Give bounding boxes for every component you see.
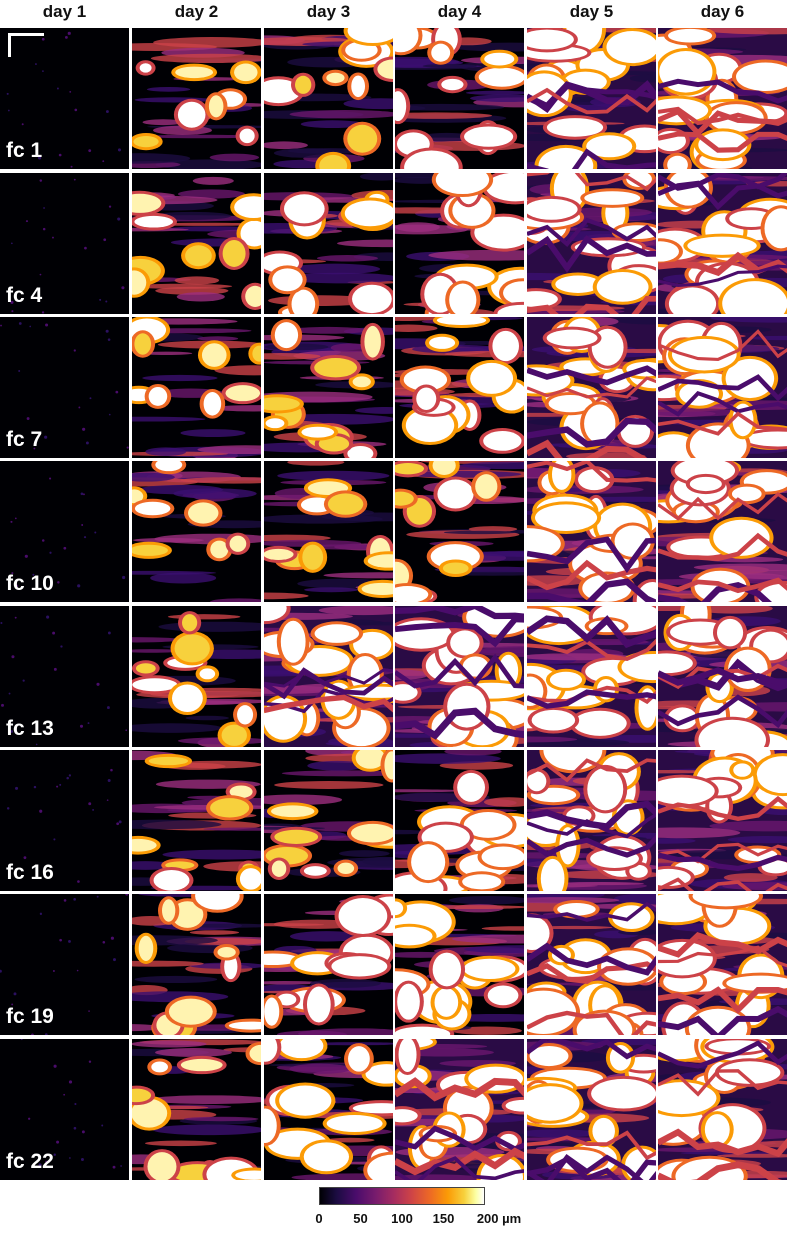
- image-panel-fc13-day6: [658, 606, 787, 747]
- image-panel-fc19-day6: [658, 894, 787, 1035]
- image-panel-fc10-day3: [264, 461, 393, 602]
- day-header-1: day 1: [42, 2, 87, 21]
- colorbar-tick-0: 0: [315, 1211, 323, 1226]
- image-panel-fc13-day3: [264, 606, 393, 747]
- image-panel-fc4-day5: [527, 173, 656, 314]
- row-label-fc10: fc 10: [6, 572, 54, 595]
- image-panel-fc16-day2: [132, 750, 261, 891]
- image-panel-fc13-day4: [395, 606, 524, 747]
- day-header-2: day 2: [174, 2, 219, 21]
- image-panel-fc7-day4: [395, 317, 524, 458]
- image-panel-fc19-day3: [264, 894, 393, 1035]
- image-panel-fc4-day1: fc 4: [0, 173, 129, 314]
- row-label-fc16: fc 16: [6, 861, 54, 884]
- scale-bar-vertical: [8, 33, 11, 57]
- image-panel-fc1-day4: [395, 28, 524, 169]
- image-panel-fc16-day4: [395, 750, 524, 891]
- image-panel-fc7-day5: [527, 317, 656, 458]
- image-panel-fc1-day5: [527, 28, 656, 169]
- image-panel-fc1-day3: [264, 28, 393, 169]
- row-label-fc7: fc 7: [6, 428, 43, 451]
- colorbar-tick-150: 150: [432, 1211, 455, 1226]
- day-header-6: day 6: [700, 2, 745, 21]
- image-panel-fc19-day2: [132, 894, 261, 1035]
- image-panel-fc22-day3: [264, 1039, 393, 1180]
- row-label-fc22: fc 22: [6, 1150, 54, 1173]
- day-header-4: day 4: [437, 2, 482, 21]
- colorbar-tick-200: 200 µm: [476, 1211, 522, 1226]
- image-panel-fc1-day2: [132, 28, 261, 169]
- scale-bar-horizontal: [8, 33, 44, 36]
- image-panel-fc4-day2: [132, 173, 261, 314]
- day-header-5: day 5: [569, 2, 614, 21]
- image-panel-fc13-day1: fc 13: [0, 606, 129, 747]
- image-panel-fc10-day6: [658, 461, 787, 602]
- image-panel-fc22-day4: [395, 1039, 524, 1180]
- day-header-3: day 3: [306, 2, 351, 21]
- row-label-fc1: fc 1: [6, 139, 43, 162]
- colorbar-tick-100: 100: [391, 1211, 413, 1226]
- row-label-fc13: fc 13: [6, 717, 54, 740]
- image-panel-fc22-day5: [527, 1039, 656, 1180]
- image-panel-fc16-day5: [527, 750, 656, 891]
- image-panel-fc1-day6: [658, 28, 787, 169]
- image-panel-fc10-day4: [395, 461, 524, 602]
- image-panel-fc10-day2: [132, 461, 261, 602]
- image-panel-fc4-day3: [264, 173, 393, 314]
- image-panel-fc4-day4: [395, 173, 524, 314]
- image-panel-fc22-day1: fc 22: [0, 1039, 129, 1180]
- row-label-fc19: fc 19: [6, 1005, 54, 1028]
- image-panel-fc1-day1: fc 1: [0, 28, 129, 169]
- colorbar-tick-50: 50: [353, 1211, 368, 1226]
- image-panel-fc13-day5: [527, 606, 656, 747]
- image-panel-fc10-day5: [527, 461, 656, 602]
- row-label-fc4: fc 4: [6, 284, 43, 307]
- image-panel-fc13-day2: [132, 606, 261, 747]
- image-panel-fc19-day1: fc 19: [0, 894, 129, 1035]
- image-panel-fc10-day1: fc 10: [0, 461, 129, 602]
- image-panel-fc7-day1: fc 7: [0, 317, 129, 458]
- image-panel-fc16-day3: [264, 750, 393, 891]
- image-panel-fc22-day6: [658, 1039, 787, 1180]
- image-panel-fc7-day3: [264, 317, 393, 458]
- image-panel-fc22-day2: [132, 1039, 261, 1180]
- image-panel-fc16-day1: fc 16: [0, 750, 129, 891]
- image-panel-fc16-day6: [658, 750, 787, 891]
- image-panel-fc4-day6: [658, 173, 787, 314]
- image-panel-fc7-day6: [658, 317, 787, 458]
- image-panel-fc19-day5: [527, 894, 656, 1035]
- image-panel-fc19-day4: [395, 894, 524, 1035]
- colorbar: [319, 1187, 485, 1205]
- image-panel-fc7-day2: [132, 317, 261, 458]
